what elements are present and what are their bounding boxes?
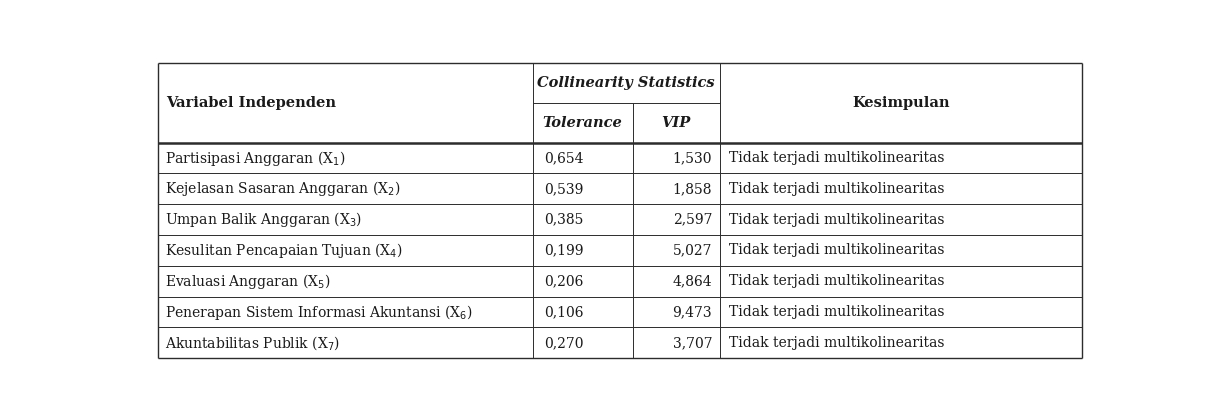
Text: 0,270: 0,270 xyxy=(543,336,583,350)
Text: Variabel Independen: Variabel Independen xyxy=(165,96,336,110)
Text: Collinearity Statistics: Collinearity Statistics xyxy=(537,76,715,90)
Text: Kesulitan Pencapaian Tujuan (X$_4$): Kesulitan Pencapaian Tujuan (X$_4$) xyxy=(165,241,403,260)
Text: 1,530: 1,530 xyxy=(672,151,712,165)
Text: Tidak terjadi multikolinearitas: Tidak terjadi multikolinearitas xyxy=(729,305,944,319)
Text: 1,858: 1,858 xyxy=(672,182,712,196)
Text: Evaluasi Anggaran (X$_5$): Evaluasi Anggaran (X$_5$) xyxy=(165,272,331,291)
Text: 9,473: 9,473 xyxy=(672,305,712,319)
Text: 5,027: 5,027 xyxy=(672,244,712,257)
Text: VIP: VIP xyxy=(661,116,690,130)
Text: 0,206: 0,206 xyxy=(543,274,583,288)
Text: Tidak terjadi multikolinearitas: Tidak terjadi multikolinearitas xyxy=(729,182,944,196)
Text: Umpan Balik Anggaran (X$_3$): Umpan Balik Anggaran (X$_3$) xyxy=(165,210,362,229)
Text: Tidak terjadi multikolinearitas: Tidak terjadi multikolinearitas xyxy=(729,213,944,227)
Text: Kejelasan Sasaran Anggaran (X$_2$): Kejelasan Sasaran Anggaran (X$_2$) xyxy=(165,179,401,198)
Text: 0,654: 0,654 xyxy=(543,151,583,165)
Text: Tidak terjadi multikolinearitas: Tidak terjadi multikolinearitas xyxy=(729,336,944,350)
Text: 0,385: 0,385 xyxy=(543,213,583,227)
Text: Tolerance: Tolerance xyxy=(543,116,623,130)
Text: Penerapan Sistem Informasi Akuntansi (X$_6$): Penerapan Sistem Informasi Akuntansi (X$… xyxy=(165,303,473,322)
Text: Tidak terjadi multikolinearitas: Tidak terjadi multikolinearitas xyxy=(729,151,944,165)
Text: 2,597: 2,597 xyxy=(672,213,712,227)
Text: Partisipasi Anggaran (X$_1$): Partisipasi Anggaran (X$_1$) xyxy=(165,148,345,168)
Text: Kesimpulan: Kesimpulan xyxy=(852,96,950,110)
Text: Akuntabilitas Publik (X$_7$): Akuntabilitas Publik (X$_7$) xyxy=(165,334,340,352)
Text: 0,106: 0,106 xyxy=(543,305,583,319)
Text: Tidak terjadi multikolinearitas: Tidak terjadi multikolinearitas xyxy=(729,244,944,257)
Text: 3,707: 3,707 xyxy=(672,336,712,350)
Text: 4,864: 4,864 xyxy=(672,274,712,288)
Text: Tidak terjadi multikolinearitas: Tidak terjadi multikolinearitas xyxy=(729,274,944,288)
Text: 0,539: 0,539 xyxy=(543,182,583,196)
Text: 0,199: 0,199 xyxy=(543,244,583,257)
